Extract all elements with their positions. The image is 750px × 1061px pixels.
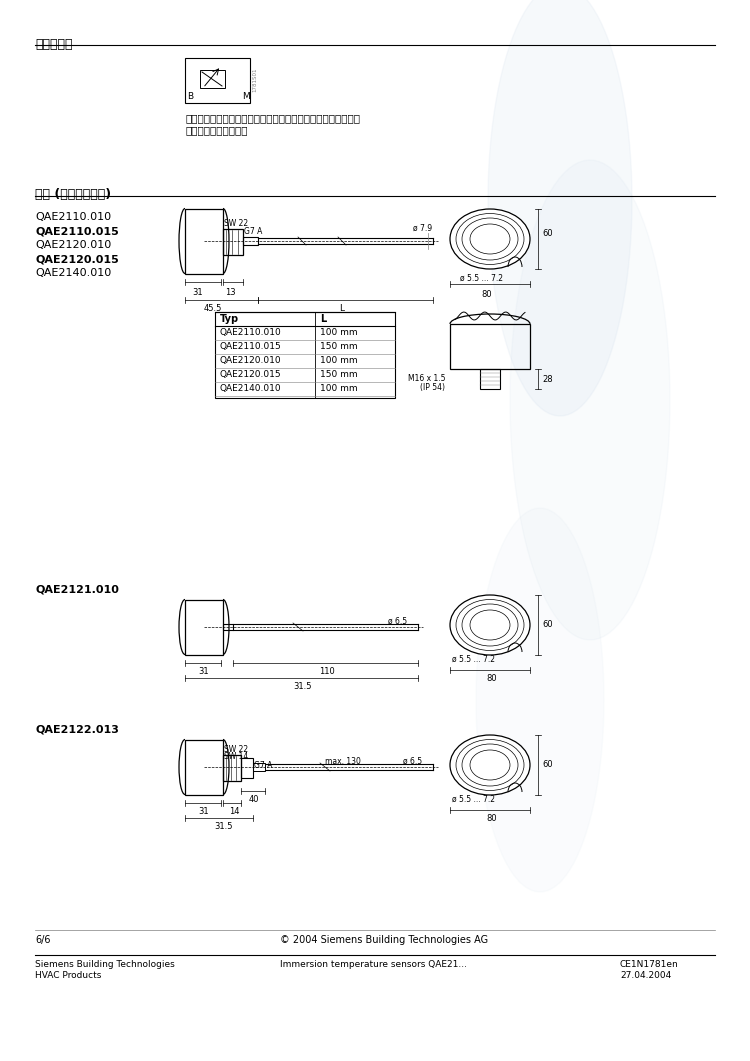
Text: 技术资料中所有类型插入式温度传感器的内部接线图完全相同。: 技术资料中所有类型插入式温度传感器的内部接线图完全相同。 xyxy=(185,114,360,123)
Text: M16 x 1.5: M16 x 1.5 xyxy=(407,373,445,383)
Text: QAE2110.010: QAE2110.010 xyxy=(220,328,282,337)
Text: ø 5.5 ... 7.2: ø 5.5 ... 7.2 xyxy=(452,655,495,664)
Text: 150 mm: 150 mm xyxy=(320,342,358,351)
Text: 13: 13 xyxy=(225,288,236,297)
Text: QAE2120.015: QAE2120.015 xyxy=(35,254,118,264)
Text: QAE2120.010: QAE2120.010 xyxy=(220,356,282,365)
Text: 连接线可以相互交换。: 连接线可以相互交换。 xyxy=(185,125,248,135)
Text: 60: 60 xyxy=(542,620,553,629)
Text: 31.5: 31.5 xyxy=(214,822,232,831)
Text: M: M xyxy=(242,92,250,101)
Text: B: B xyxy=(187,92,194,101)
Polygon shape xyxy=(488,0,632,416)
Text: 1781S01: 1781S01 xyxy=(252,68,257,92)
Bar xyxy=(223,229,243,255)
Text: max. 130: max. 130 xyxy=(325,756,361,766)
Bar xyxy=(223,624,233,630)
Text: G7 A: G7 A xyxy=(244,227,262,236)
Text: SW 22: SW 22 xyxy=(224,219,248,228)
Ellipse shape xyxy=(450,735,530,795)
Polygon shape xyxy=(510,160,670,640)
Text: SW 14: SW 14 xyxy=(224,752,248,761)
Bar xyxy=(200,70,225,88)
Text: QAE2121.010: QAE2121.010 xyxy=(35,585,118,595)
Text: QAE2110.015: QAE2110.015 xyxy=(220,342,282,351)
Bar xyxy=(243,237,258,245)
Text: 尺寸 (以毫米为单位): 尺寸 (以毫米为单位) xyxy=(35,188,111,201)
Text: CE1N1781en: CE1N1781en xyxy=(620,960,679,969)
Text: Typ: Typ xyxy=(220,314,239,324)
Text: 31: 31 xyxy=(198,807,208,816)
Text: QAE2122.013: QAE2122.013 xyxy=(35,725,118,735)
Text: © 2004 Siemens Building Technologies AG: © 2004 Siemens Building Technologies AG xyxy=(280,935,488,945)
Text: G7 A: G7 A xyxy=(254,761,272,770)
Bar xyxy=(241,758,253,778)
Text: ø 5.5 ... 7.2: ø 5.5 ... 7.2 xyxy=(452,795,495,804)
Text: 6/6: 6/6 xyxy=(35,935,50,945)
Text: 100 mm: 100 mm xyxy=(320,328,358,337)
Text: 80: 80 xyxy=(486,814,496,823)
Bar xyxy=(185,740,223,795)
Text: HVAC Products: HVAC Products xyxy=(35,971,101,980)
Text: 60: 60 xyxy=(542,229,553,239)
Text: ø 7.9: ø 7.9 xyxy=(413,224,432,233)
Text: SW 22: SW 22 xyxy=(224,745,248,754)
Bar xyxy=(480,369,500,389)
Text: 80: 80 xyxy=(482,290,492,299)
Text: 45.5: 45.5 xyxy=(204,305,222,313)
Text: ø 6.5: ø 6.5 xyxy=(403,756,422,766)
Text: QAE2140.010: QAE2140.010 xyxy=(220,384,282,393)
Bar xyxy=(185,209,223,274)
Text: QAE2110.015: QAE2110.015 xyxy=(35,226,118,236)
Text: QAE2120.010: QAE2120.010 xyxy=(35,240,111,250)
Text: 内部接线图: 内部接线图 xyxy=(35,38,73,51)
Text: QAE2140.010: QAE2140.010 xyxy=(35,268,111,278)
Text: 31: 31 xyxy=(193,288,203,297)
Text: 80: 80 xyxy=(486,674,496,683)
Text: ø 5.5 ... 7.2: ø 5.5 ... 7.2 xyxy=(460,274,503,283)
Ellipse shape xyxy=(450,209,530,269)
Text: 60: 60 xyxy=(542,760,553,769)
Text: 31: 31 xyxy=(198,667,208,676)
Text: (IP 54): (IP 54) xyxy=(420,383,445,392)
Text: 150 mm: 150 mm xyxy=(320,370,358,379)
Ellipse shape xyxy=(450,595,530,655)
Text: ø 6.5: ø 6.5 xyxy=(388,618,407,626)
Text: QAE2110.010: QAE2110.010 xyxy=(35,212,111,222)
Polygon shape xyxy=(476,508,604,892)
Text: 110: 110 xyxy=(319,667,334,676)
Text: 100 mm: 100 mm xyxy=(320,356,358,365)
Text: 27.04.2004: 27.04.2004 xyxy=(620,971,671,980)
Text: L: L xyxy=(340,305,344,313)
Text: 31.5: 31.5 xyxy=(293,682,311,691)
Bar xyxy=(185,58,250,103)
Text: Immersion temperature sensors QAE21...: Immersion temperature sensors QAE21... xyxy=(280,960,467,969)
Bar xyxy=(185,601,223,655)
Bar xyxy=(215,312,395,398)
Bar xyxy=(253,763,265,771)
Text: 14: 14 xyxy=(229,807,239,816)
Text: 40: 40 xyxy=(249,795,259,804)
Text: QAE2120.015: QAE2120.015 xyxy=(220,370,282,379)
Bar xyxy=(450,324,530,369)
Text: L: L xyxy=(320,314,326,324)
Text: 28: 28 xyxy=(542,375,553,383)
Bar xyxy=(223,755,241,781)
Text: Siemens Building Technologies: Siemens Building Technologies xyxy=(35,960,175,969)
Text: 100 mm: 100 mm xyxy=(320,384,358,393)
